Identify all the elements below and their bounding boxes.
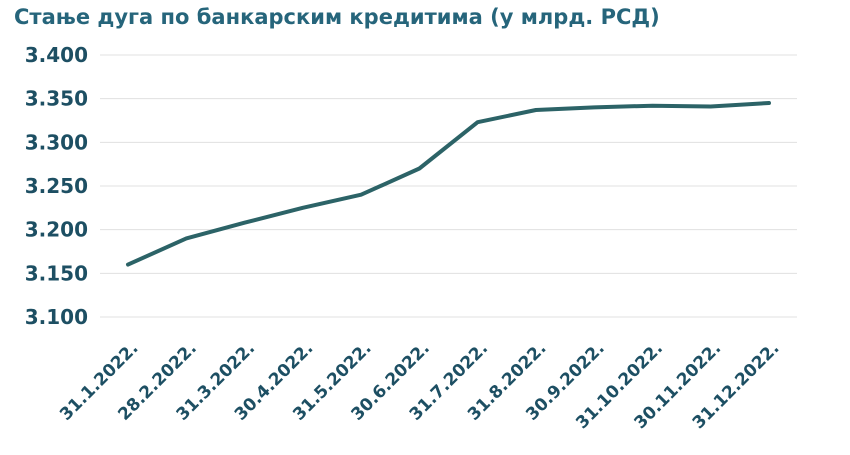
y-tick-label: 3.150 (25, 261, 88, 285)
y-tick-label: 3.400 (25, 43, 88, 67)
y-tick-label: 3.300 (25, 130, 88, 154)
y-tick-label: 3.250 (25, 174, 88, 198)
data-line-series (126, 101, 771, 267)
y-tick-label: 3.200 (25, 218, 88, 242)
chart-title: Стање дуга по банкарским кредитима (у мл… (14, 5, 660, 29)
y-tick-label: 3.100 (25, 305, 88, 329)
y-tick-label: 3.350 (25, 87, 88, 111)
